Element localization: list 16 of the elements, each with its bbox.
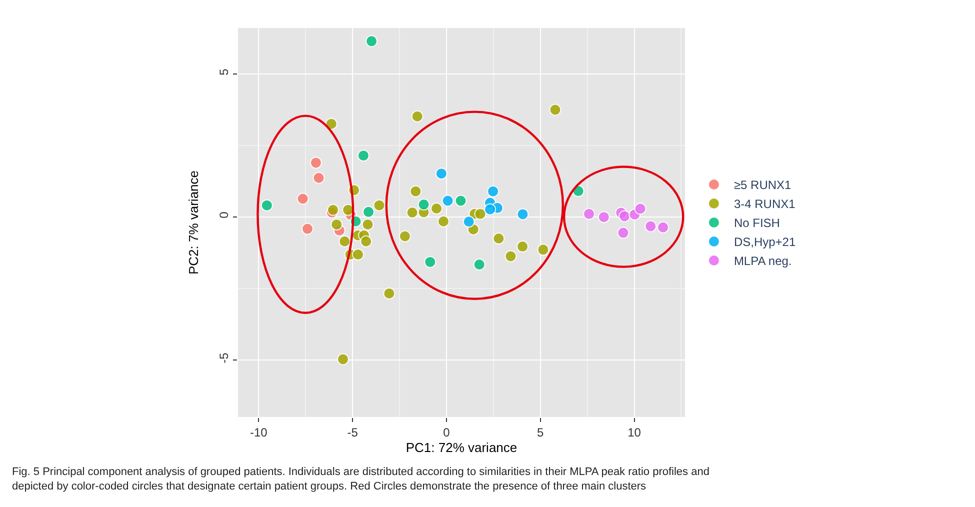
y-axis-title: PC2: 7% variance — [186, 170, 202, 275]
x-tick-label: 5 — [537, 425, 544, 440]
x-tick-label: 0 — [443, 425, 450, 440]
legend-label: MLPA neg. — [734, 254, 792, 268]
legend-label: 3-4 RUNX1 — [734, 197, 796, 212]
x-tick-label: 10 — [628, 425, 642, 440]
y-tick-label: 5 — [217, 68, 232, 76]
x-tick-label: -5 — [347, 425, 358, 440]
legend-label: No FISH — [734, 216, 780, 230]
x-axis-title: PC1: 72% variance — [406, 440, 518, 455]
legend-label: ≥5 RUNX1 — [734, 178, 792, 192]
caption: Fig. 5 Principal component analysis of grouped patients. Individuals are distributed according to similarities in their MLPA peak ratio profiles and depicted by color-coded circles that designate certain patient groups. Red Circles demonstrate the presence of three main clusters — [12, 466, 710, 492]
x-tick-label: -10 — [250, 425, 268, 440]
y-tick-label: 0 — [217, 211, 232, 218]
legend-label: DS,Hyp+21 — [734, 235, 796, 250]
y-tick-label: -5 — [217, 352, 232, 364]
